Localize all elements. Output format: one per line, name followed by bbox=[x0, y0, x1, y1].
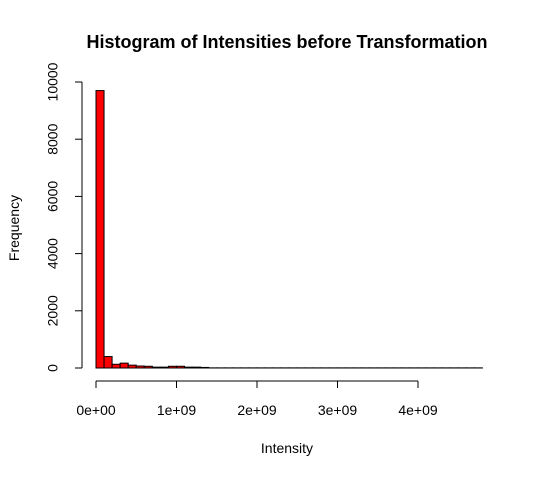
x-tick-label: 0e+00 bbox=[76, 402, 116, 418]
y-axis: 0 2000 4000 6000 8000 10000 bbox=[45, 62, 83, 372]
y-tick-label: 0 bbox=[45, 364, 61, 372]
y-tick-label: 6000 bbox=[45, 181, 61, 212]
x-tick-label: 3e+09 bbox=[318, 402, 358, 418]
y-axis-label: Frequency bbox=[6, 195, 22, 261]
histogram-bars bbox=[95, 90, 483, 369]
chart-title: Histogram of Intensities before Transfor… bbox=[86, 32, 487, 52]
y-tick-label: 2000 bbox=[45, 295, 61, 326]
x-tick-label: 1e+09 bbox=[157, 402, 197, 418]
x-axis: 0e+00 1e+09 2e+09 3e+09 4e+09 bbox=[76, 380, 438, 418]
x-tick-label: 2e+09 bbox=[237, 402, 277, 418]
histogram-bar bbox=[95, 90, 105, 369]
x-axis-label: Intensity bbox=[261, 440, 313, 456]
y-tick-label: 4000 bbox=[45, 238, 61, 269]
histogram-bar bbox=[111, 363, 121, 369]
y-tick-label: 10000 bbox=[45, 62, 61, 101]
histogram-bar bbox=[119, 362, 129, 369]
y-tick-label: 8000 bbox=[45, 123, 61, 154]
x-tick-label: 4e+09 bbox=[398, 402, 438, 418]
histogram-bar bbox=[103, 356, 113, 369]
